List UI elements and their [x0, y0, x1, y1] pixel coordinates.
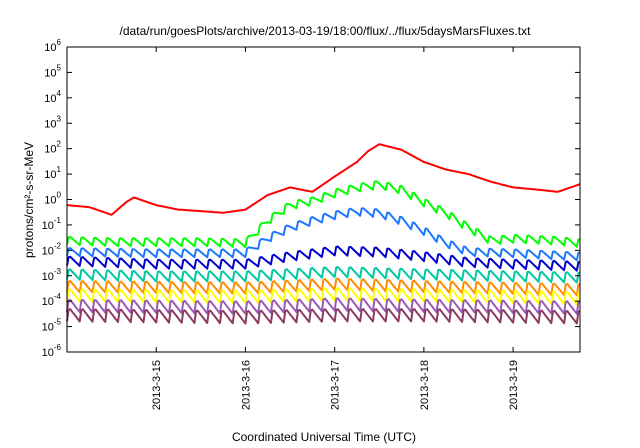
x-tick-label: 2013-3-19 [508, 360, 520, 410]
y-tick-label: 100 [44, 191, 61, 207]
series-line-5 [66, 266, 581, 284]
x-tick-label: 2013-3-15 [151, 360, 163, 410]
y-tick-label: 103 [44, 114, 61, 130]
y-tick-label: 10-5 [42, 318, 62, 334]
series-line-2 [66, 180, 581, 249]
series-line-4 [66, 245, 581, 272]
x-axis-label: Coordinated Universal Time (UTC) [232, 430, 416, 444]
series-line-6 [66, 277, 581, 297]
y-tick-label: 10-4 [42, 292, 62, 308]
y-tick-label: 102 [44, 140, 61, 156]
y-tick-label: 10-1 [42, 216, 62, 232]
y-tick-label: 104 [44, 89, 61, 105]
series-line-1 [66, 143, 581, 216]
x-tick-label: 2013-3-18 [419, 360, 431, 410]
series-layer [66, 143, 581, 325]
x-ticks: 2013-3-15 2013-3-16 2013-3-17 2013-3-18 2013… [151, 47, 520, 410]
series-line-3 [66, 207, 581, 262]
y-tick-label: 106 [44, 38, 61, 54]
y-tick-label: 10-3 [42, 267, 62, 283]
y-tick-label: 101 [44, 165, 61, 181]
x-tick-label: 2013-3-17 [330, 360, 342, 410]
y-tick-label: 10-6 [42, 343, 62, 359]
chart-title: /data/run/goesPlots/archive/2013-03-19/1… [120, 24, 532, 38]
series-line-8 [66, 297, 581, 315]
series-line-7 [66, 287, 581, 306]
y-axis-label: protons/cm²-s-sr-MeV [22, 142, 36, 258]
y-tick-label: 10-2 [42, 241, 62, 257]
x-tick-label: 2013-3-16 [240, 360, 252, 410]
series-line-9 [66, 308, 581, 325]
y-tick-label: 105 [44, 63, 61, 79]
